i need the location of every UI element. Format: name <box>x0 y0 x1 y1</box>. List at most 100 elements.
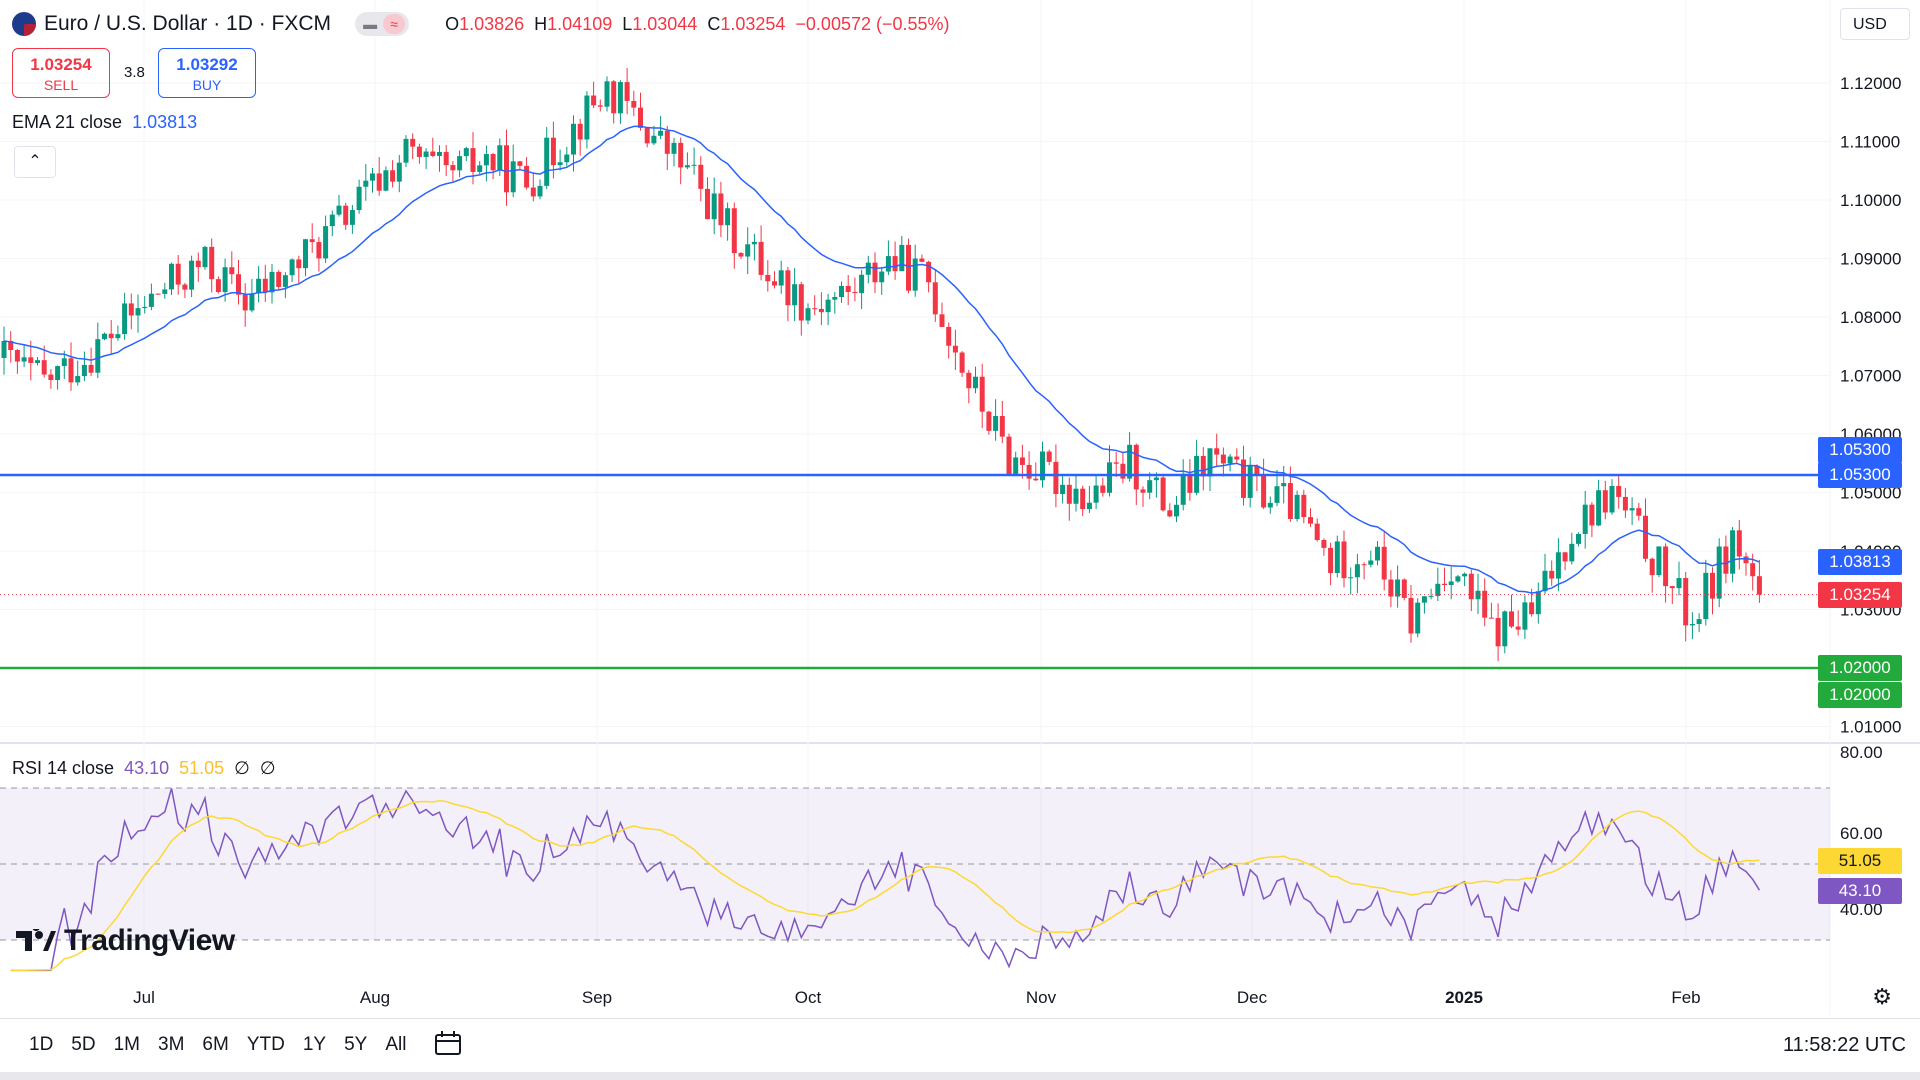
candle-body <box>1649 558 1655 576</box>
support-price-tag-2: 1.02000 <box>1818 682 1902 708</box>
rsi-legend[interactable]: RSI 14 close 43.10 51.05 ∅ ∅ <box>12 758 276 778</box>
candle-body <box>986 411 992 431</box>
symbol-header: Euro / U.S. Dollar · 1D · FXCM ▬ ≈ O1.03… <box>12 10 950 38</box>
x-tick-label: Nov <box>1026 988 1057 1007</box>
candle-body <box>617 82 623 114</box>
candle-body <box>1723 546 1729 574</box>
candle-body <box>1455 576 1461 582</box>
candle-body <box>21 357 27 362</box>
wave-icon[interactable]: ≈ <box>383 14 406 34</box>
candle-body <box>1381 546 1387 580</box>
candle-body <box>316 242 322 259</box>
candle-body <box>483 154 489 166</box>
candle-body <box>148 293 154 307</box>
timeframe-6m[interactable]: 6M <box>202 1034 229 1055</box>
clock[interactable]: 11:58:22 UTC <box>1782 1034 1906 1056</box>
symbol-title[interactable]: Euro / U.S. Dollar · 1D · FXCM <box>44 12 332 35</box>
candle-body <box>1073 488 1079 504</box>
compare-toggle[interactable]: ▬ ≈ <box>355 12 410 36</box>
candle-body <box>1033 478 1039 481</box>
candle-body <box>1328 547 1334 574</box>
candle-body <box>1435 583 1441 597</box>
bottom-scrollbar[interactable] <box>0 1072 1920 1080</box>
chart-settings-gear-icon[interactable]: ⚙ <box>1872 984 1892 1009</box>
candle-body <box>1046 451 1052 462</box>
candle-body <box>1234 456 1240 460</box>
candle-body <box>403 138 409 163</box>
candle-body <box>1207 448 1213 477</box>
candle-body <box>1710 572 1715 599</box>
candle-body <box>1756 576 1762 595</box>
candle-body <box>75 376 81 383</box>
minus-icon[interactable]: ▬ <box>363 16 378 32</box>
timeframe-ytd[interactable]: YTD <box>246 1034 285 1055</box>
candle-body <box>1060 484 1066 495</box>
candle-body <box>524 165 530 188</box>
candle-body <box>1683 578 1689 626</box>
candle-body <box>1133 444 1139 490</box>
candle-body <box>1750 563 1756 577</box>
candle-body <box>1401 579 1407 598</box>
candle-body <box>1160 477 1166 511</box>
candle-body <box>276 271 282 287</box>
candle-body <box>1167 510 1173 517</box>
candle-body <box>1053 461 1059 495</box>
candle-body <box>1602 490 1608 513</box>
candle-body <box>215 279 221 293</box>
candle-body <box>1408 597 1414 634</box>
candle-body <box>1220 454 1226 464</box>
candle-body <box>1301 494 1307 518</box>
candle-body <box>939 314 945 327</box>
candle-body <box>236 274 241 295</box>
candle-body <box>792 284 798 306</box>
timeframe-5y[interactable]: 5Y <box>344 1034 368 1055</box>
candle-body <box>684 165 690 168</box>
candle-body <box>128 303 134 316</box>
candle-body <box>906 244 911 291</box>
timeframe-5d[interactable]: 5D <box>71 1034 96 1055</box>
change-value: −0.00572 (−0.55%) <box>795 13 950 34</box>
candle-body <box>282 275 288 287</box>
candle-body <box>537 185 543 197</box>
sell-button[interactable]: 1.03254 SELL <box>12 48 110 98</box>
timeframe-1m[interactable]: 1M <box>113 1034 140 1055</box>
calendar-range-icon[interactable] <box>434 1030 462 1056</box>
candle-body <box>1375 546 1380 561</box>
candle-body <box>651 135 657 144</box>
timeframe-1y[interactable]: 1Y <box>302 1034 327 1055</box>
timeframe-3m[interactable]: 3M <box>158 1034 185 1055</box>
candle-body <box>55 366 61 381</box>
candle-body <box>1462 573 1468 577</box>
ohlc-readout: O1.03826 H1.04109 L1.03044 C1.03254 −0.0… <box>445 13 950 34</box>
buy-button[interactable]: 1.03292 BUY <box>158 48 256 98</box>
candle-body <box>1100 485 1106 493</box>
candle-body <box>1636 508 1642 516</box>
candle-body <box>1113 462 1119 464</box>
candle-body <box>899 244 905 272</box>
candle-body <box>470 148 476 172</box>
candle-body <box>229 267 235 275</box>
candle-body <box>1040 451 1045 481</box>
candle-body <box>1696 619 1702 624</box>
candle-body <box>832 297 838 300</box>
candle-body <box>731 208 737 254</box>
timeframe-buttons: 1D 5D 1M 3M 6M YTD 1Y 5Y All <box>20 1034 415 1056</box>
candle-body <box>671 142 677 154</box>
candle-body <box>678 142 684 168</box>
ema-legend[interactable]: EMA 21 close 1.03813 <box>12 112 198 132</box>
timeframe-1d[interactable]: 1D <box>29 1034 54 1055</box>
candle-body <box>1616 485 1622 497</box>
y-tick-label: 1.08000 <box>1840 308 1901 327</box>
candle-body <box>1214 448 1220 455</box>
candle-body <box>1488 617 1494 619</box>
candle-body <box>450 165 456 171</box>
candle-body <box>329 214 335 227</box>
currency-selector[interactable]: USD <box>1840 8 1910 40</box>
timeframe-all[interactable]: All <box>385 1034 407 1055</box>
tradingview-logo[interactable]: TradingView <box>16 924 235 958</box>
candle-body <box>81 364 87 377</box>
collapse-legend-button[interactable]: ⌃ <box>14 146 56 178</box>
eur-usd-flag-icon <box>12 12 36 36</box>
candle-body <box>818 308 824 313</box>
